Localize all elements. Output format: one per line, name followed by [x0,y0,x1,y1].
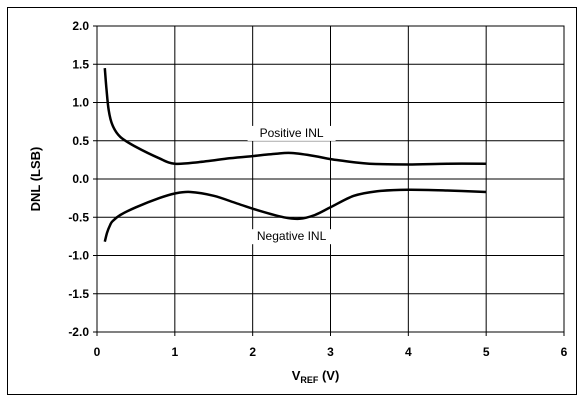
x-axis-ticks: 0 1 2 3 4 5 6 [94,332,568,359]
x-tick-label: 2 [249,345,256,359]
x-axis-title: VREF (V) [292,368,340,385]
series-line-positive-inl [103,68,487,166]
x-tick-label: 5 [483,345,490,359]
x-axis-title-sub: REF [300,375,319,385]
x-tick-label: 4 [405,345,412,359]
y-tick-label: -2.0 [68,325,89,339]
y-axis-ticks: 2.0 1.5 1.0 0.5 0.0 -0.5 -1.0 -1.5 -2.0 [68,19,97,339]
annotation-label: Negative INL [257,229,327,243]
annotation-background [247,125,336,141]
y-tick-label: 2.0 [72,19,89,33]
y-tick-label: 1.5 [72,57,89,71]
x-axis-title-unit: (V) [318,368,339,383]
y-tick-label: -1.0 [68,249,89,263]
series-lines [103,68,487,243]
y-tick-label: 0.5 [72,134,89,148]
annotations: Positive INL Negative INL [247,125,336,245]
y-axis-title: DNL (LSB) [28,147,43,212]
chart-frame [7,7,577,395]
x-tick-label: 0 [94,345,101,359]
y-tick-label: -1.5 [68,287,89,301]
annotation-label: Positive INL [260,126,324,140]
series-line-negative-inl [103,188,487,243]
y-tick-label: 0.0 [72,172,89,186]
x-tick-label: 3 [327,345,334,359]
x-axis-title-main: V [292,368,301,383]
grid-lines [96,25,565,333]
y-tick-label: 1.0 [72,96,89,110]
x-tick-label: 1 [171,345,178,359]
annotation-background [247,229,336,245]
y-tick-label: -0.5 [68,210,89,224]
x-tick-label: 6 [561,345,568,359]
